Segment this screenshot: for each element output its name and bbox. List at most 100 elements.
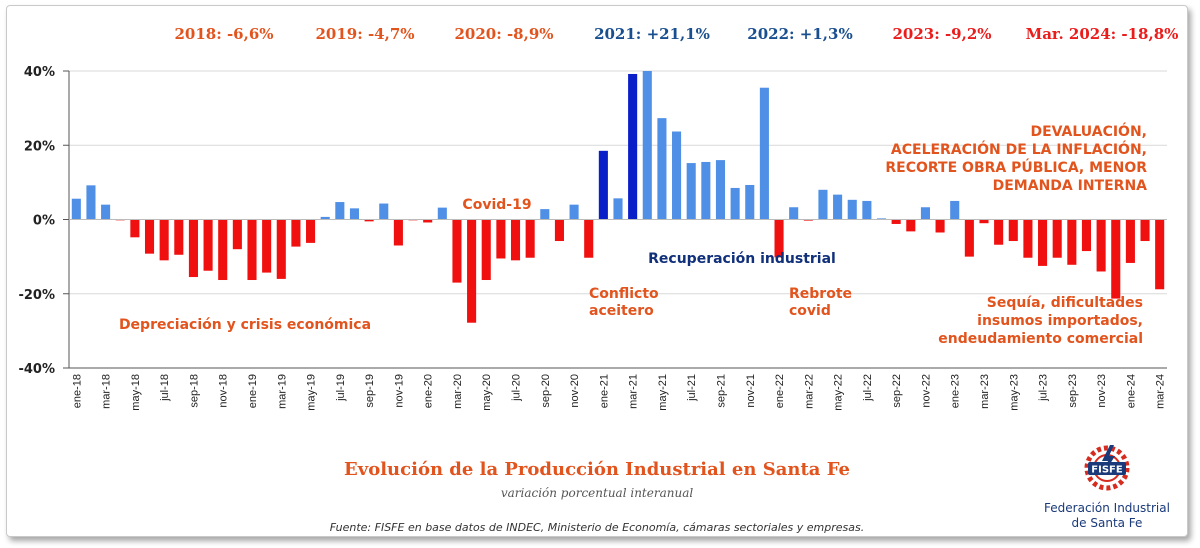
year-mar-2024: Mar. 2024: -18,8%	[1026, 25, 1179, 43]
bar-feb-24	[1140, 219, 1150, 242]
bar-ago-23	[1052, 219, 1062, 258]
x-tick-label: jul-18	[159, 374, 171, 402]
x-tick-label: mar-22	[803, 374, 815, 409]
y-tick-label: -20%	[18, 288, 55, 303]
y-tick-label: 0%	[33, 214, 55, 229]
bar-sep-18	[188, 219, 198, 278]
annotation-conflicto-line: Conflicto	[589, 286, 659, 302]
x-tick-label: may-19	[306, 374, 318, 411]
logo-name-line1: Federación Industrial	[1044, 501, 1170, 515]
bar-ago-18	[174, 219, 184, 255]
x-tick-label: nov-18	[218, 374, 230, 408]
annotations: Depreciación y crisis económica Covid-19 C…	[119, 122, 1147, 347]
year-2023: 2023: -9,2%	[892, 25, 991, 43]
bar-ago-22	[876, 218, 887, 220]
bar-mar-22	[803, 219, 813, 221]
x-tick-labels: ene-18 mar-18 may-18 jul-18 sep-18 nov-18 ene-…	[71, 374, 1166, 411]
bar-feb-23	[964, 219, 974, 257]
x-tick-label: sep-21	[715, 374, 727, 408]
bar-ago-20	[525, 219, 535, 258]
x-tick-label: mar-24	[1155, 374, 1167, 409]
x-tick-label: mar-18	[101, 374, 113, 409]
bar-dic-18	[232, 219, 242, 250]
bar-nov-19	[393, 219, 403, 246]
annotation-devaluacion: DEVALUACIÓN, ACELERACIÓN DE LA INFLACIÓN,…	[885, 122, 1147, 194]
year-2021: 2021: +21,1%	[594, 25, 710, 43]
annotation-devaluacion-line: DEMANDA INTERNA	[993, 178, 1148, 194]
annotation-sequia-line: insumos importados,	[977, 313, 1143, 329]
bar-ene-18	[71, 198, 81, 220]
annotation-sequia-line: endeudamiento comercial	[938, 331, 1143, 347]
bar-jul-23	[1038, 219, 1048, 266]
x-tick-label: ene-21	[598, 374, 610, 408]
x-tick-label: sep-23	[1067, 374, 1079, 408]
x-tick-label: may-18	[130, 374, 142, 411]
bar-jul-19	[335, 202, 345, 220]
bar-nov-20	[569, 204, 579, 220]
bar-jul-21	[686, 163, 696, 220]
bar-feb-22	[789, 207, 799, 220]
bars	[71, 71, 1165, 323]
bar-jul-20	[510, 219, 521, 261]
logo-badge	[1088, 462, 1126, 475]
x-tick-label: ene-24	[1125, 374, 1137, 408]
fisfe-logo: FISFE	[1084, 445, 1130, 491]
chart-svg: 40% 20% 0% -20% -40% ene-18 mar-18 may-18 jul-1…	[18, 25, 1179, 411]
x-tick-label: ene-20	[423, 374, 435, 408]
bar-jun-22	[847, 199, 857, 220]
bar-may-22	[833, 194, 843, 220]
x-tick-label: may-20	[481, 374, 493, 411]
bar-mar-24	[1155, 219, 1165, 290]
x-tick-label: jul-21	[686, 374, 698, 402]
bar-dic-21	[759, 87, 769, 220]
bar-jun-20	[496, 219, 506, 259]
year-2018: 2018: -6,6%	[174, 25, 273, 43]
bar-sep-21	[715, 160, 726, 220]
x-tick-label: jul-22	[862, 374, 874, 402]
bar-abr-22	[818, 189, 828, 220]
bar-nov-23	[1096, 219, 1106, 272]
annotation-depreciacion: Depreciación y crisis económica	[119, 317, 371, 333]
x-tick-label: jul-23	[1038, 374, 1050, 402]
bar-oct-20	[554, 219, 564, 242]
logo-name-line2: de Santa Fe	[1071, 516, 1143, 530]
x-tick-label: sep-20	[540, 374, 552, 408]
bar-jul-18	[159, 219, 169, 261]
bar-mar-23	[979, 219, 989, 224]
x-tick-label: nov-21	[745, 374, 757, 408]
x-tick-label: nov-22	[920, 374, 932, 408]
logo-badge-text: FISFE	[1091, 465, 1123, 476]
x-tick-label: sep-22	[891, 374, 903, 408]
x-tick-label: ene-22	[774, 374, 786, 408]
bar-mar-21	[628, 73, 638, 220]
annotation-rebrote-line: covid	[789, 303, 831, 319]
x-tick-label: mar-20	[452, 374, 464, 409]
annotation-rebrote-line: Rebrote	[789, 286, 852, 302]
bar-may-23	[1008, 219, 1018, 242]
x-tick-label: may-21	[657, 374, 669, 411]
annotation-devaluacion-line: ACELERACIÓN DE LA INFLACIÓN,	[891, 140, 1147, 158]
bar-ago-21	[701, 161, 711, 220]
bar-oct-23	[1081, 219, 1092, 252]
annotation-covid-line: Covid-19	[462, 197, 531, 213]
x-tick-label: jul-19	[335, 374, 347, 402]
x-tick-label: nov-23	[1096, 374, 1108, 408]
bar-jun-18	[144, 219, 155, 254]
annotation-sequia-line: Sequía, dificultades	[987, 295, 1143, 311]
bar-abr-20	[467, 219, 477, 323]
annotation-recuperacion-line: Recuperación industrial	[648, 251, 836, 267]
x-tick-label: jul-20	[511, 374, 523, 402]
bar-sep-20	[540, 209, 550, 220]
bar-jul-22	[862, 200, 872, 220]
annotation-devaluacion-line: RECORTE OBRA PÚBLICA, MENOR	[885, 158, 1147, 176]
bar-may-21	[657, 118, 667, 220]
y-tick-label: -40%	[18, 362, 55, 377]
chart-subtitle: variación porcentual interanual	[500, 486, 694, 500]
bar-ene-19	[247, 219, 257, 281]
x-tick-label: ene-23	[950, 374, 962, 408]
annotation-recuperacion: Recuperación industrial	[648, 251, 836, 267]
axes	[68, 71, 1167, 369]
annotation-sequia: Sequía, dificultades insumos importados, e…	[938, 295, 1143, 347]
bar-ene-22	[774, 219, 784, 258]
bar-feb-20	[437, 207, 447, 220]
